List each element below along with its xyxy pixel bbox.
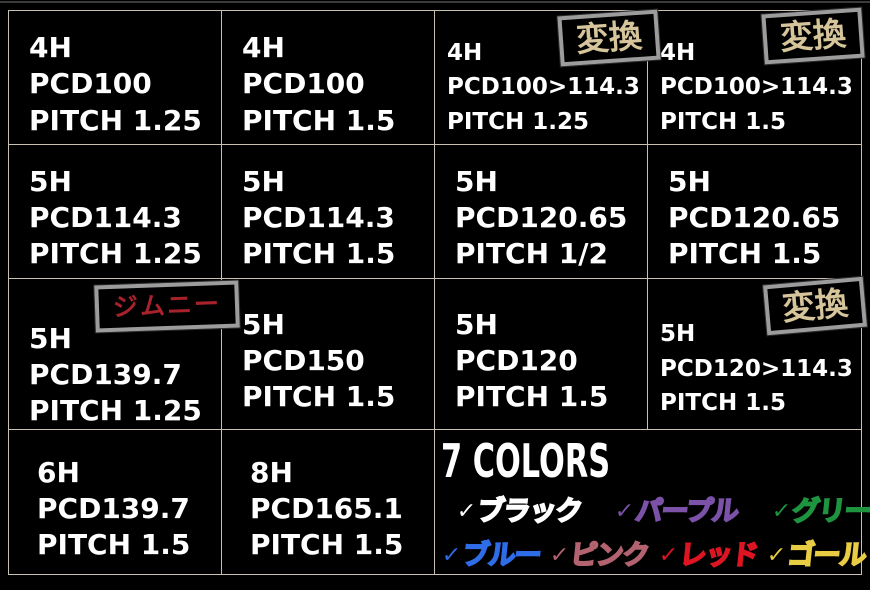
spec-line: 4H — [29, 31, 72, 65]
spec-line: PCD100 — [242, 67, 365, 101]
spec-cell-5h-pcd1397-125: ジムニー 5H PCD139.7 PITCH 1.25 — [9, 278, 240, 431]
spec-line: PITCH 1.25 — [29, 394, 202, 428]
check-icon: ✓ — [657, 543, 679, 569]
check-icon: ✓ — [440, 543, 462, 569]
check-icon: ✓ — [614, 499, 636, 525]
spec-line: PCD139.7 — [29, 358, 182, 392]
color-label: レッド — [677, 539, 760, 572]
spec-line: 8H — [250, 455, 293, 489]
conversion-badge: 変換 — [763, 276, 867, 335]
spec-line: PITCH 1.5 — [455, 380, 609, 414]
spec-table: 4H PCD100 PITCH 1.25 4H PCD100 PITCH 1.5… — [8, 7, 870, 575]
colors-section: 7 COLORS ✓ ブラック ✓ パープル ✓ グリーン ✓ ブル — [435, 430, 870, 574]
spec-line: 5H — [455, 165, 498, 199]
spec-line: PCD120.65 — [668, 201, 841, 235]
check-icon: ✓ — [771, 499, 793, 525]
spec-line: 5H — [660, 321, 696, 348]
spec-cell-6h-pcd1397-15: 6H PCD139.7 PITCH 1.5 — [9, 430, 222, 574]
spec-line: PITCH 1.25 — [29, 103, 202, 137]
conversion-badge: 変換 — [557, 9, 661, 67]
spec-line: PITCH 1.5 — [242, 237, 396, 271]
spec-line: PCD150 — [242, 344, 365, 378]
spec-line: PCD100>114.3 — [660, 74, 853, 101]
spec-line: PITCH 1.5 — [242, 380, 396, 414]
top-edge-line — [0, 1, 870, 3]
color-option-pink: ✓ ピンク — [549, 539, 651, 574]
check-icon: ✓ — [549, 543, 571, 569]
spec-line: PITCH 1.5 — [242, 103, 396, 137]
color-row-1: ✓ ブラック ✓ パープル ✓ グリーン — [441, 495, 870, 530]
color-label: ブラック — [475, 495, 584, 528]
color-label: ブルー — [460, 539, 543, 572]
spec-cell-5h-pcd1143-15: 5H PCD114.3 PITCH 1.5 — [222, 144, 435, 279]
spec-line: PITCH 1.5 — [660, 390, 786, 417]
check-icon: ✓ — [766, 543, 788, 569]
check-icon: ✓ — [455, 499, 477, 525]
spec-line: PCD100 — [29, 67, 152, 101]
spec-line: PCD100>114.3 — [447, 74, 640, 101]
spec-cell-4h-conversion-125: 変換 4H PCD100>114.3 PITCH 1.25 — [435, 9, 661, 145]
spec-cell-5h-conversion-15: 変換 5H PCD120>114.3 PITCH 1.5 — [648, 276, 867, 431]
color-label: ピンク — [568, 539, 651, 572]
colors-title: 7 COLORS — [441, 434, 611, 489]
spec-cell-5h-pcd150-15: 5H PCD150 PITCH 1.5 — [222, 278, 435, 431]
color-option-gold: ✓ ゴールド — [765, 539, 870, 574]
color-label: ゴールド — [785, 539, 870, 572]
jimny-badge: ジムニー — [94, 280, 240, 332]
spec-line: 4H — [447, 39, 483, 66]
spec-cell-5h-pcd120-15: 5H PCD120 PITCH 1.5 — [435, 278, 648, 431]
spec-line: 5H — [242, 165, 285, 199]
spec-cell-4h-pcd100-125: 4H PCD100 PITCH 1.25 — [9, 11, 222, 145]
color-option-blue: ✓ ブルー — [440, 539, 543, 574]
spec-line: 4H — [660, 39, 696, 66]
spec-line: PCD114.3 — [29, 201, 182, 235]
spec-line: 5H — [29, 321, 72, 355]
spec-cell-5h-pcd1143-125: 5H PCD114.3 PITCH 1.25 — [9, 144, 222, 279]
spec-line: PITCH 1.25 — [447, 108, 589, 135]
spec-line: PCD165.1 — [250, 492, 403, 526]
spec-line: PITCH 1/2 — [455, 237, 608, 271]
spec-line: 5H — [29, 165, 72, 199]
color-option-red: ✓ レッド — [657, 539, 760, 574]
spec-cell-4h-pcd100-15: 4H PCD100 PITCH 1.5 — [222, 11, 435, 145]
spec-cell-8h-pcd1651-15: 8H PCD165.1 PITCH 1.5 — [222, 430, 435, 574]
color-option-black: ✓ ブラック — [455, 495, 584, 530]
spec-line: PCD120>114.3 — [660, 355, 853, 382]
spec-cell-4h-conversion-15: 変換 4H PCD100>114.3 PITCH 1.5 — [648, 7, 865, 145]
spec-line: PCD120 — [455, 344, 578, 378]
spec-line: PCD120.65 — [455, 201, 628, 235]
spec-line: 4H — [242, 31, 285, 65]
spec-line: PITCH 1.5 — [660, 108, 786, 135]
spec-line: PITCH 1.25 — [29, 237, 202, 271]
spec-line: PCD139.7 — [37, 492, 190, 526]
color-row-2: ✓ ブルー ✓ ピンク ✓ レッド ✓ ゴールド — [440, 539, 870, 574]
color-label: グリーン — [790, 495, 870, 528]
spec-cell-5h-pcd12065-15: 5H PCD120.65 PITCH 1.5 — [648, 145, 861, 279]
conversion-badge: 変換 — [761, 7, 865, 65]
spec-line: PCD114.3 — [242, 201, 395, 235]
spec-line: PITCH 1.5 — [668, 237, 822, 271]
spec-line: 6H — [37, 455, 80, 489]
spec-line: PITCH 1.5 — [250, 528, 404, 562]
spec-cell-5h-pcd12065-half: 5H PCD120.65 PITCH 1/2 — [435, 144, 648, 279]
color-option-green: ✓ グリーン — [770, 495, 870, 530]
spec-line: PITCH 1.5 — [37, 528, 191, 562]
spec-line: 5H — [668, 165, 711, 199]
color-option-purple: ✓ パープル — [614, 495, 741, 530]
spec-line: 5H — [242, 307, 285, 341]
spec-line: 5H — [455, 307, 498, 341]
color-label: パープル — [633, 495, 741, 528]
